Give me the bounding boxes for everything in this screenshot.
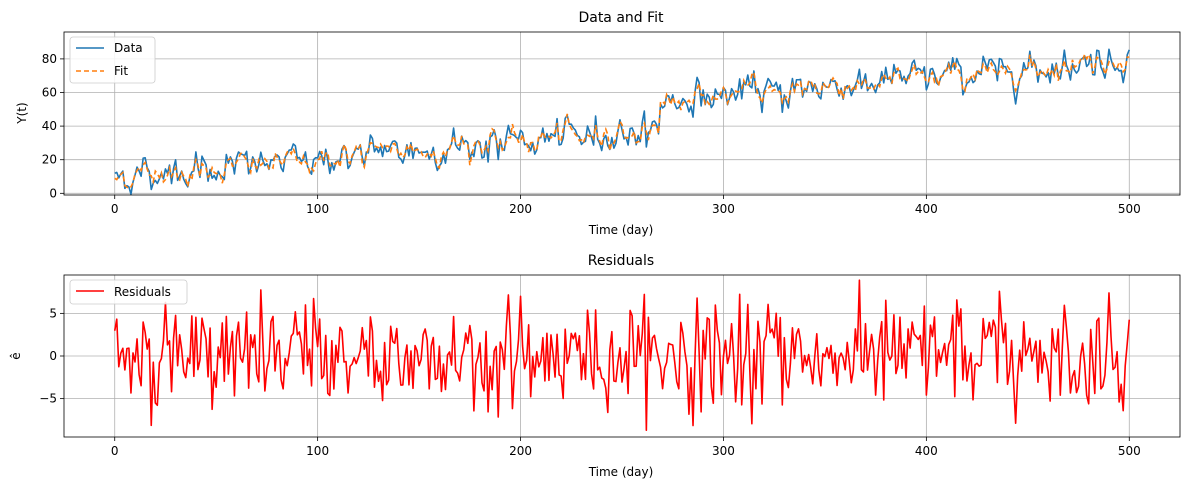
x-axis-label: Time (day) bbox=[588, 223, 654, 237]
legend-label-residuals: Residuals bbox=[114, 285, 171, 299]
x-tick-label: 500 bbox=[1118, 444, 1141, 458]
y-tick-label: 80 bbox=[42, 52, 57, 66]
chart-residuals: Residuals 0 100 200 300 400 500 −5 0 5 Time (da… bbox=[9, 253, 1181, 479]
x-tick-label: 400 bbox=[915, 444, 938, 458]
axes-frame bbox=[63, 31, 1181, 196]
legend-label-data: Data bbox=[114, 41, 143, 55]
legend: Data Fit bbox=[69, 36, 156, 84]
x-tick-label: 400 bbox=[915, 202, 938, 216]
legend-label-fit: Fit bbox=[114, 64, 128, 78]
y-tick-label: 5 bbox=[49, 306, 57, 320]
y-axis: 0 20 40 60 80 bbox=[42, 52, 64, 200]
series-residuals-line bbox=[113, 279, 1131, 431]
y-axis: −5 0 5 bbox=[39, 306, 64, 406]
x-tick-label: 200 bbox=[509, 202, 532, 216]
x-tick-label: 200 bbox=[509, 444, 532, 458]
y-tick-label: −5 bbox=[39, 392, 57, 406]
x-tick-label: 500 bbox=[1118, 202, 1141, 216]
y-tick-label: 60 bbox=[42, 85, 57, 99]
series-data-line bbox=[114, 48, 1131, 195]
x-axis-label: Time (day) bbox=[588, 465, 654, 479]
x-tick-label: 300 bbox=[712, 444, 735, 458]
x-tick-label: 300 bbox=[712, 202, 735, 216]
x-tick-label: 0 bbox=[111, 202, 119, 216]
x-tick-label: 0 bbox=[111, 444, 119, 458]
grid bbox=[64, 32, 1180, 195]
chart-title: Data and Fit bbox=[578, 10, 664, 26]
x-axis: 0 100 200 300 400 500 bbox=[111, 195, 1141, 216]
y-axis-label: Y(t) bbox=[15, 102, 29, 124]
chart-title: Residuals bbox=[588, 253, 654, 269]
legend-box bbox=[69, 279, 188, 305]
y-tick-label: 40 bbox=[42, 119, 57, 133]
chart-data-and-fit: Data and Fit 0 100 200 300 400 500 020406080 … bbox=[15, 10, 1181, 237]
x-tick-label: 100 bbox=[306, 202, 329, 216]
legend: Residuals bbox=[69, 279, 188, 305]
x-axis: 0 100 200 300 400 500 bbox=[111, 437, 1141, 458]
plot-lines bbox=[114, 48, 1131, 195]
y-tick-label: 0 bbox=[49, 186, 57, 200]
x-tick-label: 100 bbox=[306, 444, 329, 458]
series-fit-line bbox=[114, 52, 1130, 190]
y-axis-label: ê bbox=[9, 352, 23, 359]
y-tick-label: 20 bbox=[42, 153, 57, 167]
plot-lines bbox=[113, 279, 1131, 431]
y-tick-label: 0 bbox=[49, 349, 57, 363]
